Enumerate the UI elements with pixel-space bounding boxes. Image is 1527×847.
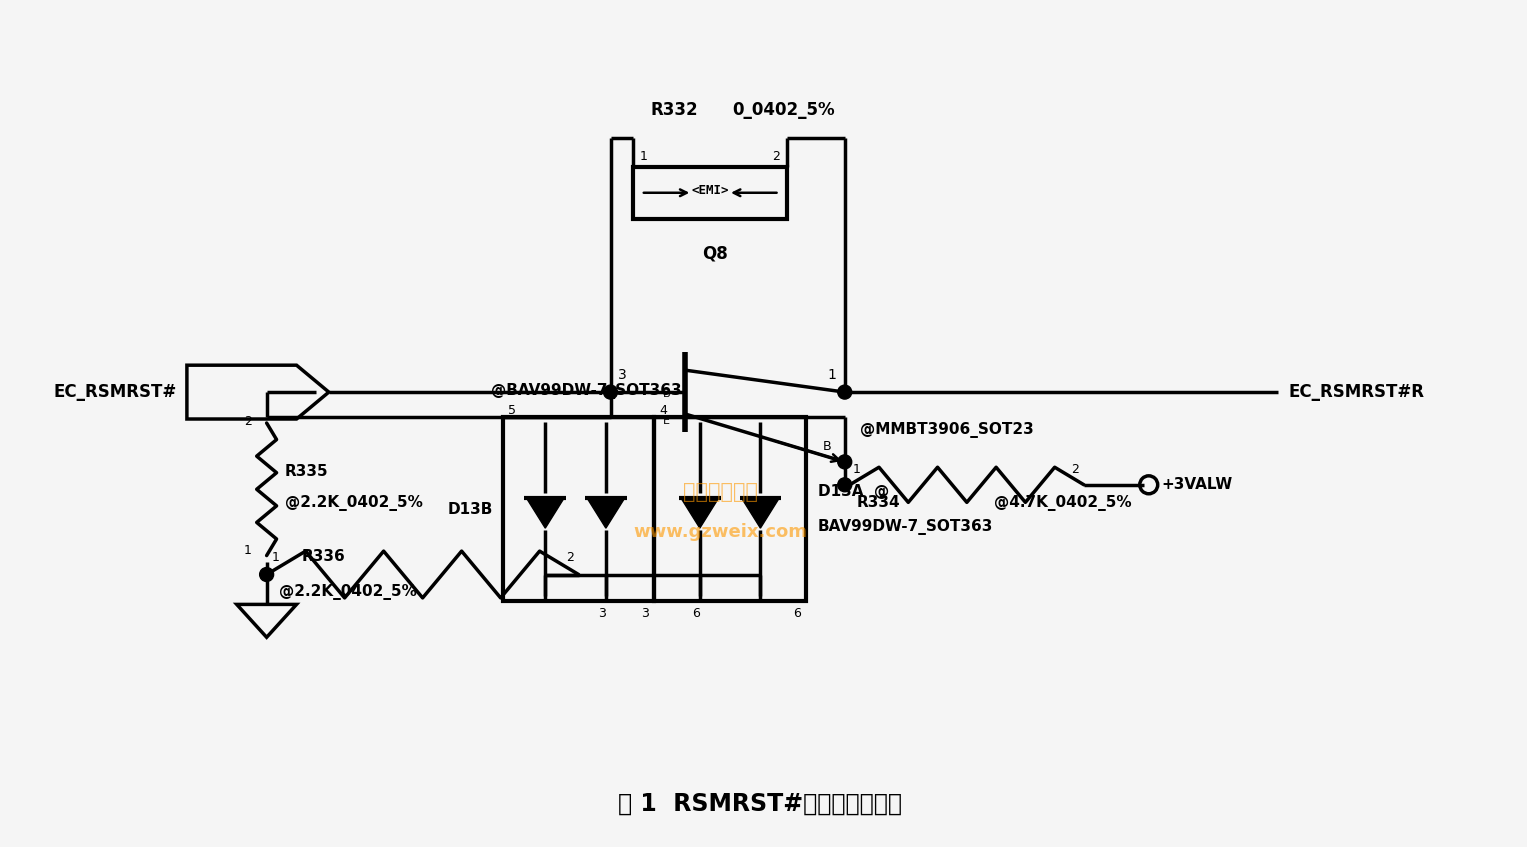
Text: B: B [663,389,670,399]
Text: 1: 1 [272,551,279,563]
Bar [502,417,655,601]
Bar [655,417,806,601]
Text: R334: R334 [857,495,901,510]
Polygon shape [681,498,719,529]
Text: 5: 5 [508,404,516,417]
Text: Q8: Q8 [702,245,728,263]
Text: D13A  @: D13A @ [818,484,889,499]
Text: 2: 2 [1070,462,1080,476]
Polygon shape [586,498,625,529]
Text: 6: 6 [692,607,699,620]
Text: 0_0402_5%: 0_0402_5% [731,101,835,119]
Text: @2.2K_0402_5%: @2.2K_0402_5% [278,584,417,601]
Polygon shape [527,498,563,529]
Text: 6: 6 [793,607,800,620]
Text: E: E [663,416,670,426]
Circle shape [838,455,852,469]
Text: 1: 1 [828,368,837,382]
Text: R336: R336 [301,549,345,563]
Text: 2: 2 [773,150,780,163]
Text: B: B [823,440,831,453]
Text: @BAV99DW-7_SOT363: @BAV99DW-7_SOT363 [490,383,681,399]
Text: D13B: D13B [447,501,493,517]
Text: @4.7K_0402_5%: @4.7K_0402_5% [994,495,1132,511]
Circle shape [260,567,273,582]
Text: @MMBT3906_SOT23: @MMBT3906_SOT23 [860,422,1034,438]
Bar [632,167,788,219]
Text: +3VALW: +3VALW [1162,478,1232,492]
Circle shape [603,385,617,399]
Text: EC_RSMRST#R: EC_RSMRST#R [1289,383,1425,401]
Text: BAV99DW-7_SOT363: BAV99DW-7_SOT363 [818,519,993,535]
Text: www.gzweix.com: www.gzweix.com [634,523,808,540]
Text: 3: 3 [641,607,649,620]
Text: 精通维修下载: 精通维修下载 [683,482,757,501]
Text: 2: 2 [244,415,252,428]
Text: @2.2K_0402_5%: @2.2K_0402_5% [284,495,423,512]
Text: 1: 1 [852,462,861,476]
Text: 3: 3 [617,368,626,382]
Text: 1: 1 [640,150,647,163]
Text: <EMI>: <EMI> [692,185,728,197]
Text: R335: R335 [284,464,328,479]
Polygon shape [742,498,779,529]
Text: 4: 4 [660,404,667,417]
Text: R332: R332 [651,101,698,119]
Text: 3: 3 [599,607,606,620]
Circle shape [838,385,852,399]
Text: 2: 2 [565,551,574,563]
Circle shape [838,478,852,492]
Text: EC_RSMRST#: EC_RSMRST# [53,383,177,401]
Text: 图 1  RSMRST#信号连接电路图: 图 1 RSMRST#信号连接电路图 [618,792,902,816]
Text: 1: 1 [244,544,252,556]
